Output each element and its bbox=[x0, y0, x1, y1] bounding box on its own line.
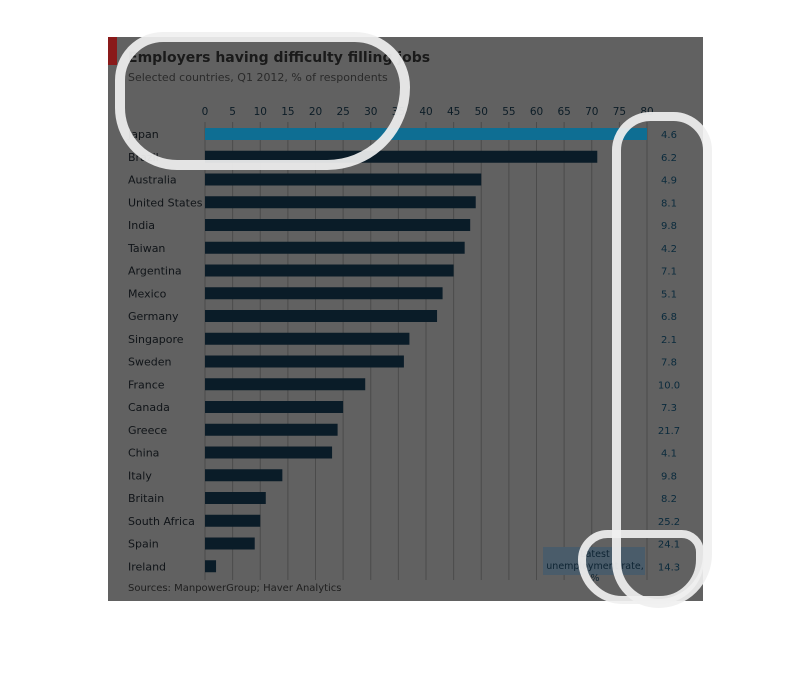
x-tick-label: 50 bbox=[475, 106, 488, 118]
category-label: Spain bbox=[128, 538, 159, 551]
category-label: India bbox=[128, 219, 155, 232]
category-label: Mexico bbox=[128, 287, 167, 300]
category-label: United States bbox=[128, 196, 203, 209]
bar bbox=[205, 310, 438, 322]
x-tick-label: 45 bbox=[447, 106, 460, 118]
bar bbox=[205, 537, 255, 550]
category-label: Italy bbox=[128, 469, 152, 482]
unemployment-rate-label: 21.7 bbox=[658, 426, 680, 437]
unemployment-rate-label: 6.8 bbox=[661, 312, 677, 323]
category-label: Australia bbox=[128, 174, 177, 187]
x-tick-label: 60 bbox=[530, 106, 543, 118]
unemployment-rate-label: 9.8 bbox=[661, 221, 677, 232]
unemployment-rate-label: 25.2 bbox=[658, 517, 680, 528]
x-tick-label: 75 bbox=[613, 106, 626, 118]
x-tick-label: 55 bbox=[502, 106, 515, 118]
unemployment-rate-label: 4.1 bbox=[661, 449, 677, 460]
unemployment-rate-label: 5.1 bbox=[661, 289, 677, 300]
category-label: China bbox=[128, 447, 159, 460]
bar bbox=[205, 423, 338, 436]
category-label: Britain bbox=[128, 492, 164, 505]
category-label: Greece bbox=[128, 424, 167, 437]
source-note: Sources: ManpowerGroup; Haver Analytics bbox=[128, 583, 342, 594]
bar bbox=[205, 378, 366, 391]
brand-accent-tab bbox=[108, 37, 117, 65]
unemployment-rate-label: 7.8 bbox=[661, 358, 677, 369]
x-tick-label: 40 bbox=[419, 106, 432, 118]
category-label: France bbox=[128, 378, 165, 391]
x-tick-label: 10 bbox=[254, 106, 267, 118]
bar bbox=[205, 241, 465, 254]
unemployment-rate-label: 7.3 bbox=[661, 403, 677, 414]
unemployment-rate-label: 2.1 bbox=[661, 335, 677, 346]
unemployment-rate-label: 7.1 bbox=[661, 267, 677, 278]
highlight-stroke-legend bbox=[578, 530, 704, 604]
category-label: Germany bbox=[128, 310, 179, 323]
category-label: Argentina bbox=[128, 265, 182, 278]
bar bbox=[205, 219, 471, 231]
bar bbox=[205, 332, 410, 345]
bar bbox=[205, 173, 482, 186]
x-tick-label: 70 bbox=[585, 106, 598, 118]
bar bbox=[205, 446, 333, 459]
unemployment-rate-label: 9.8 bbox=[661, 471, 677, 482]
bar bbox=[205, 264, 454, 277]
unemployment-rate-label: 8.2 bbox=[661, 494, 677, 505]
bar bbox=[205, 355, 404, 368]
unemployment-rate-label: 4.2 bbox=[661, 244, 677, 255]
category-label: South Africa bbox=[128, 515, 195, 528]
category-label: Ireland bbox=[128, 560, 166, 573]
category-label: Singapore bbox=[128, 333, 184, 346]
bar bbox=[205, 287, 443, 300]
bar bbox=[205, 514, 261, 527]
bar bbox=[205, 196, 476, 209]
bar bbox=[205, 469, 283, 482]
x-tick-label: 65 bbox=[557, 106, 570, 118]
category-label: Canada bbox=[128, 401, 170, 414]
unemployment-rate-label: 8.1 bbox=[661, 198, 677, 209]
bar bbox=[205, 401, 344, 413]
category-label: Sweden bbox=[128, 356, 171, 369]
bar bbox=[205, 560, 217, 573]
category-label: Taiwan bbox=[127, 242, 165, 255]
highlight-stroke-title bbox=[115, 32, 410, 170]
bar bbox=[205, 492, 266, 504]
unemployment-rate-label: 10.0 bbox=[658, 380, 680, 391]
